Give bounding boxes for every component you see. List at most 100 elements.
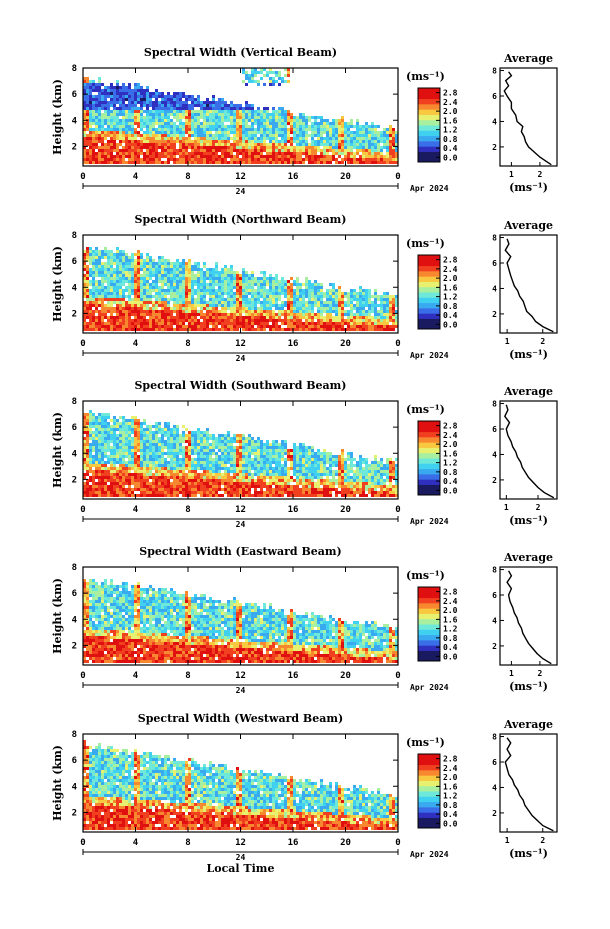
heat-cell [236, 280, 239, 283]
heat-cell [290, 322, 293, 325]
heat-cell [95, 250, 98, 253]
heat-cell [167, 140, 170, 143]
heat-cell [164, 149, 167, 152]
heat-cell [371, 149, 374, 152]
heat-cell [92, 289, 95, 292]
heat-cell [116, 95, 119, 98]
heat-cell [194, 131, 197, 134]
heat-cell [140, 158, 143, 161]
heat-cell [302, 289, 305, 292]
heat-cell [179, 152, 182, 155]
heat-cell [101, 316, 104, 319]
heat-cell [98, 292, 101, 295]
heat-cell [164, 301, 167, 304]
heat-cell [143, 443, 146, 446]
heat-cell [320, 131, 323, 134]
heat-cell [278, 316, 281, 319]
heat-cell [173, 271, 176, 274]
heat-cell [365, 301, 368, 304]
heat-cell [113, 446, 116, 449]
heat-cell [143, 437, 146, 440]
heat-cell [146, 274, 149, 277]
heat-cell [326, 289, 329, 292]
heat-cell [269, 80, 272, 83]
heat-cell [278, 149, 281, 152]
heat-cell [92, 310, 95, 313]
heat-cell [203, 119, 206, 122]
heat-cell [251, 80, 254, 83]
heat-cell [374, 295, 377, 298]
heat-cell [245, 155, 248, 158]
heat-cell [380, 161, 383, 164]
heat-cell [125, 116, 128, 119]
heat-cell [227, 110, 230, 113]
heat-cell [149, 455, 152, 458]
heat-cell [86, 161, 89, 164]
heat-cell [98, 152, 101, 155]
heat-cell [86, 125, 89, 128]
heat-cell [287, 313, 290, 316]
heat-cell [158, 289, 161, 292]
heat-cell [356, 149, 359, 152]
heat-cell [386, 298, 389, 301]
heat-cell [293, 155, 296, 158]
heat-cell [158, 295, 161, 298]
heat-cell [167, 488, 170, 491]
heat-cell [206, 119, 209, 122]
heat-cell [287, 119, 290, 122]
heat-cell [134, 434, 137, 437]
heat-cell [209, 301, 212, 304]
heat-cell [164, 134, 167, 137]
heat-cell [167, 304, 170, 307]
heat-cell [164, 277, 167, 280]
heat-cell [107, 143, 110, 146]
heat-cell [242, 289, 245, 292]
heat-cell [176, 316, 179, 319]
heat-cell [155, 274, 158, 277]
heat-cell [86, 83, 89, 86]
heat-cell [131, 283, 134, 286]
heat-cell [269, 152, 272, 155]
heat-cell [107, 422, 110, 425]
heat-cell [278, 143, 281, 146]
heat-cell [146, 437, 149, 440]
heat-cell [209, 328, 212, 331]
heat-cell [137, 428, 140, 431]
heat-cell [158, 280, 161, 283]
heat-cell [380, 155, 383, 158]
heat-cell [101, 280, 104, 283]
panel-title: Spectral Width (Northward Beam) [135, 213, 347, 226]
heat-cell [221, 134, 224, 137]
heat-cell [134, 98, 137, 101]
heat-cell [188, 277, 191, 280]
heat-cell [251, 134, 254, 137]
heat-cell [140, 286, 143, 289]
heat-cell [128, 89, 131, 92]
heat-cell [368, 134, 371, 137]
heat-cell [155, 470, 158, 473]
heat-cell [158, 101, 161, 104]
heat-cell [188, 307, 191, 310]
heat-cell [221, 113, 224, 116]
heat-cell [119, 452, 122, 455]
heat-cell [122, 467, 125, 470]
heat-cell [86, 422, 89, 425]
heat-cell [179, 271, 182, 274]
heat-cell [182, 155, 185, 158]
heat-cell [116, 119, 119, 122]
heat-cell [122, 488, 125, 491]
heat-cell [395, 301, 398, 304]
heat-cell [155, 491, 158, 494]
heat-cell [251, 68, 254, 71]
heat-cell [200, 283, 203, 286]
heat-cell [248, 107, 251, 110]
heat-cell [182, 292, 185, 295]
heat-cell [206, 155, 209, 158]
heat-cell [239, 134, 242, 137]
heat-cell [284, 286, 287, 289]
heat-cell [257, 322, 260, 325]
heat-cell [128, 446, 131, 449]
heat-cell [170, 325, 173, 328]
heat-cell [161, 298, 164, 301]
heat-cell [170, 155, 173, 158]
